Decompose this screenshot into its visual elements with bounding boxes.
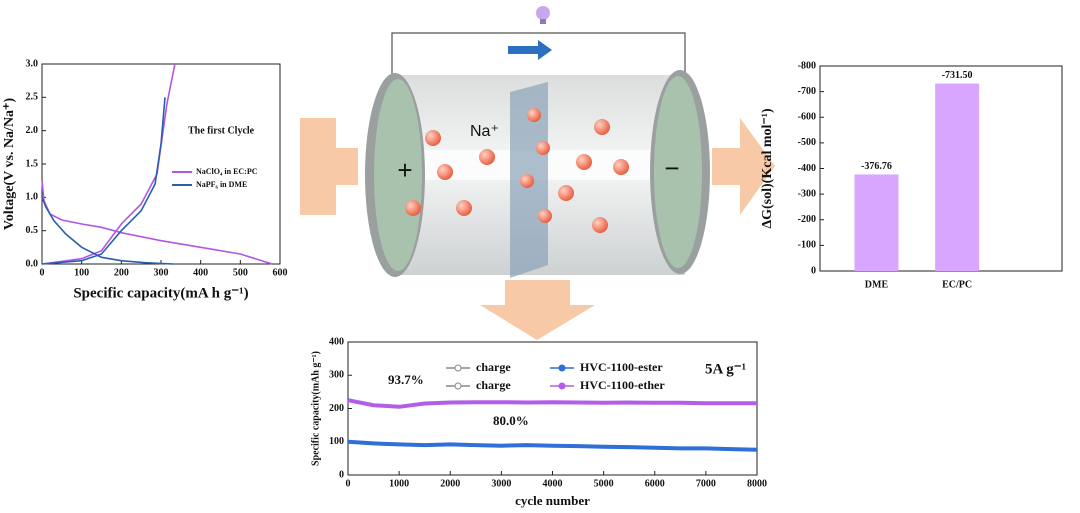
series-line (347, 439, 758, 452)
y-axis-label: Voltage(V vs. Na/Na⁺) (2, 98, 17, 231)
annotation: 80.0% (493, 413, 529, 428)
legend-marker (558, 382, 566, 390)
ions (405, 108, 629, 233)
legend-marker (558, 364, 566, 372)
electrode-left (374, 79, 422, 271)
x-tick-label: 6000 (645, 478, 665, 489)
y-tick-label: -200 (798, 214, 816, 225)
diagram: Na⁺ + − (300, 6, 775, 340)
y-tick-label: 0 (339, 469, 344, 480)
x-tick-label: 2000 (440, 478, 460, 489)
value-label: -731.50 (942, 70, 973, 81)
legend-label: NaClO₄ in EC:PC (196, 167, 258, 176)
x-tick-label: 8000 (747, 478, 767, 489)
legend-label: HVC-1100-ether (580, 378, 665, 392)
y-tick-label: 100 (329, 436, 344, 447)
y-tick-label: -600 (798, 112, 816, 123)
x-tick-label: 100 (74, 267, 89, 278)
arrow-left (300, 118, 358, 215)
x-tick-label: EC/PC (942, 279, 972, 290)
y-tick-label: -800 (798, 60, 816, 71)
x-tick-label: 1000 (389, 478, 409, 489)
x-tick-label: 500 (233, 267, 248, 278)
legend-label: NaPF₆ in DME (196, 180, 247, 189)
minus-sign: − (664, 153, 679, 183)
y-tick-label: 0 (811, 265, 816, 276)
legend-label: charge (476, 378, 511, 392)
y-tick-label: -500 (798, 137, 816, 148)
arrow-down (480, 280, 595, 340)
y-tick-label: 1.5 (26, 158, 39, 169)
y-tick-label: -100 (798, 240, 816, 251)
plot-frame (347, 341, 758, 476)
charts: 0.0 0.5 1.0 1.5 2.0 2.5 3.0 0 100 200 300 400 500 600… (2, 58, 1063, 508)
x-tick-label: 0 (40, 267, 45, 278)
bar (854, 174, 899, 271)
y-tick-label: 3.0 (26, 58, 39, 69)
x-tick-label: 400 (193, 267, 208, 278)
x-tick-label: 7000 (696, 478, 716, 489)
x-tick-label: 3000 (491, 478, 511, 489)
series-line (41, 63, 273, 265)
chart-title: The first Clycle (188, 125, 255, 136)
ion-label: Na⁺ (470, 123, 499, 140)
bulb (536, 6, 550, 20)
annotation: 5A g⁻¹ (705, 361, 746, 377)
y-tick-label: 400 (329, 336, 344, 347)
y-tick-label: 0.5 (26, 225, 39, 236)
x-axis-label: Specific capacity(mA h g⁻¹) (73, 285, 248, 301)
y-tick-label: 1.0 (26, 192, 39, 203)
current-arrow (508, 40, 552, 60)
x-axis-label: cycle number (515, 493, 590, 508)
series-line (41, 97, 173, 265)
electrode-right (654, 76, 702, 268)
y-axis-label: ΔG(sol)(Kcal mol⁻¹) (760, 108, 775, 229)
arrow-right (712, 118, 775, 215)
annotation: 93.7% (388, 372, 424, 387)
legend-label: charge (476, 360, 511, 374)
x-tick-label: 4000 (543, 478, 563, 489)
wire (391, 32, 686, 75)
x-tick-label: 5000 (594, 478, 614, 489)
plot-frame (41, 63, 281, 265)
legend-marker (454, 364, 462, 372)
bar (935, 83, 980, 271)
y-tick-label: -400 (798, 163, 816, 174)
x-tick-label: 600 (273, 267, 288, 278)
x-tick-label: 200 (114, 267, 129, 278)
y-tick-label: -300 (798, 188, 816, 199)
series-line (347, 398, 757, 409)
y-tick-label: 300 (329, 370, 344, 381)
value-label: -376.76 (861, 161, 892, 172)
y-tick-label: 2.0 (26, 125, 39, 136)
y-tick-label: 0.0 (26, 258, 39, 269)
x-tick-label: 300 (154, 267, 169, 278)
legend-label: HVC-1100-ester (580, 360, 663, 374)
y-tick-label: 2.5 (26, 92, 39, 103)
y-tick-label: 200 (329, 403, 344, 414)
y-axis-label: Specific capacity(mAh g⁻¹) (310, 351, 321, 466)
plus-sign: + (397, 155, 412, 185)
x-tick-label: DME (865, 279, 889, 290)
y-tick-label: -700 (798, 86, 816, 97)
x-tick-label: 0 (346, 478, 351, 489)
bulb-base (540, 19, 546, 24)
legend-marker (454, 382, 462, 390)
